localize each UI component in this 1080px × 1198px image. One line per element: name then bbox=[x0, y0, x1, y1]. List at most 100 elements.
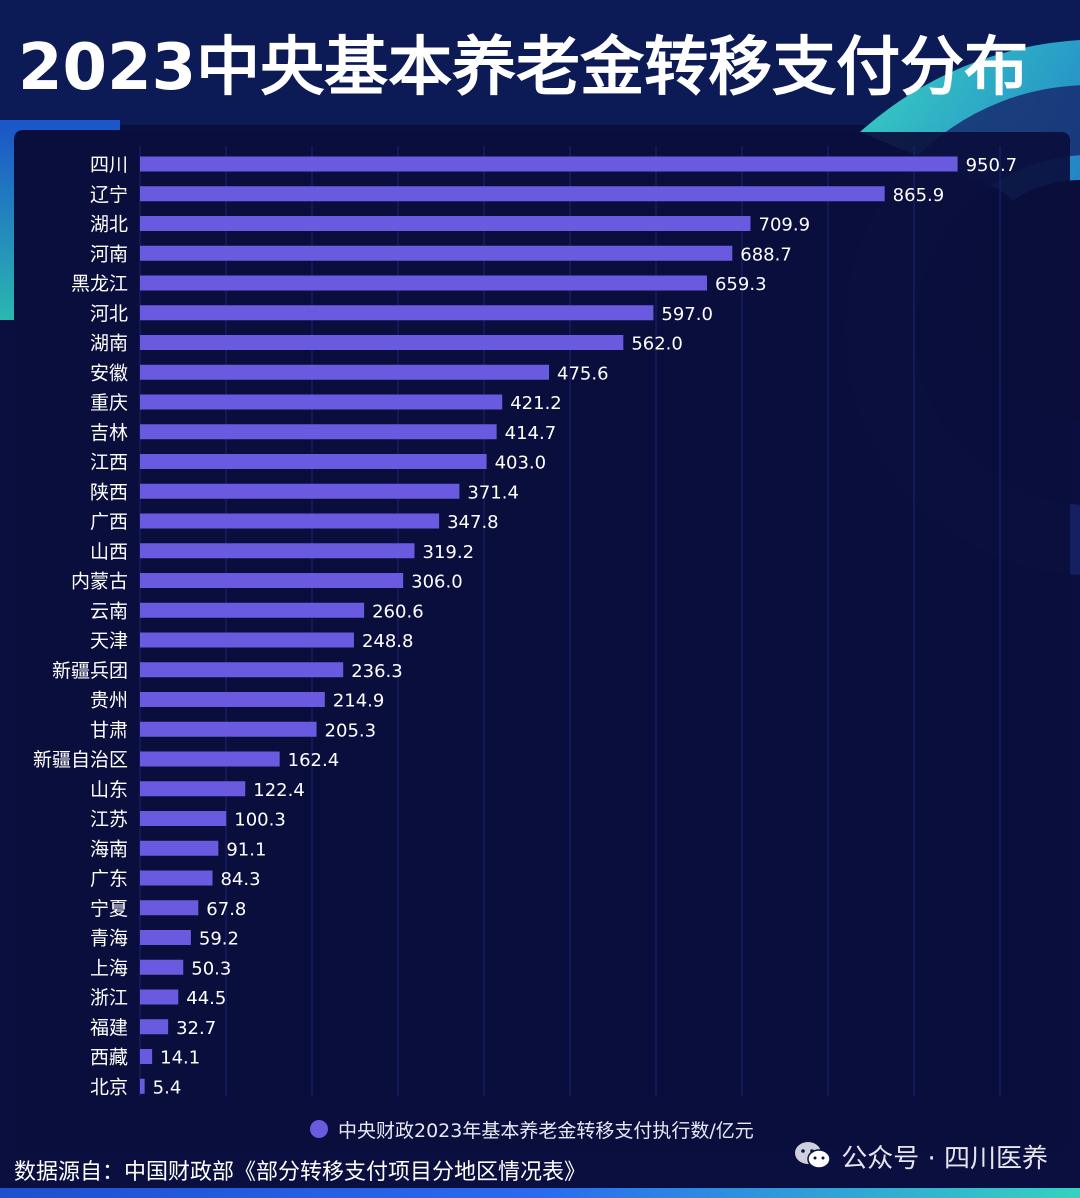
bar bbox=[140, 186, 885, 202]
bar bbox=[140, 245, 733, 261]
value-label: 67.8 bbox=[206, 899, 246, 920]
category-label: 安徽 bbox=[90, 362, 128, 384]
bar bbox=[140, 424, 497, 440]
category-label: 广西 bbox=[90, 511, 128, 533]
bar bbox=[140, 1049, 153, 1064]
value-label: 260.6 bbox=[372, 601, 424, 622]
value-label: 32.7 bbox=[176, 1018, 216, 1039]
value-label: 236.3 bbox=[351, 661, 403, 682]
bar bbox=[140, 811, 227, 826]
category-label: 新疆兵团 bbox=[52, 660, 128, 682]
category-label: 湖南 bbox=[90, 333, 128, 355]
value-label: 44.5 bbox=[186, 988, 226, 1009]
value-label: 84.3 bbox=[220, 869, 260, 890]
bar bbox=[140, 751, 280, 767]
bar bbox=[140, 543, 415, 559]
value-label: 205.3 bbox=[325, 720, 377, 741]
value-label: 91.1 bbox=[226, 839, 266, 860]
category-label: 江西 bbox=[90, 452, 128, 474]
value-label: 865.9 bbox=[893, 185, 945, 206]
category-label: 宁夏 bbox=[90, 898, 128, 920]
value-label: 597.0 bbox=[661, 304, 713, 325]
bar bbox=[140, 364, 550, 380]
category-label: 陕西 bbox=[90, 481, 128, 503]
category-label: 山西 bbox=[90, 541, 128, 563]
category-label: 浙江 bbox=[90, 987, 128, 1009]
value-label: 50.3 bbox=[191, 958, 231, 979]
value-label: 950.7 bbox=[966, 155, 1018, 176]
bar bbox=[140, 156, 958, 172]
bar bbox=[140, 870, 213, 886]
value-label: 214.9 bbox=[333, 691, 385, 712]
category-label: 甘肃 bbox=[90, 719, 128, 741]
value-label: 162.4 bbox=[288, 750, 340, 771]
bar bbox=[140, 930, 191, 945]
bar bbox=[140, 454, 487, 469]
category-label: 内蒙古 bbox=[71, 571, 128, 593]
bar bbox=[140, 483, 460, 499]
value-label: 122.4 bbox=[253, 780, 305, 801]
bar bbox=[140, 513, 440, 529]
value-label: 688.7 bbox=[740, 244, 792, 265]
category-label: 青海 bbox=[90, 928, 128, 950]
watermark: 公众号 · 四川医养 bbox=[793, 1138, 1048, 1174]
bar bbox=[140, 602, 365, 618]
category-label: 辽宁 bbox=[90, 184, 128, 206]
bar bbox=[140, 840, 219, 856]
category-label: 贵州 bbox=[90, 690, 128, 712]
bar bbox=[140, 959, 184, 975]
value-label: 709.9 bbox=[759, 215, 811, 236]
watermark-text: 公众号 · 四川医养 bbox=[841, 1143, 1048, 1174]
bar bbox=[140, 573, 404, 588]
category-label: 北京 bbox=[90, 1076, 128, 1098]
data-source-note: 数据源自：中国财政部《部分转移支付项目分地区情况表》 bbox=[14, 1160, 587, 1185]
category-label: 海南 bbox=[90, 838, 128, 860]
bar bbox=[140, 989, 179, 1005]
category-label: 新疆自治区 bbox=[33, 749, 128, 771]
legend-swatch bbox=[310, 1120, 328, 1138]
value-label: 414.7 bbox=[505, 423, 557, 444]
chart-legend: 中央财政2023年基本养老金转移支付执行数/亿元 bbox=[310, 1116, 754, 1142]
bar bbox=[140, 900, 199, 916]
category-label: 天津 bbox=[90, 630, 128, 652]
value-label: 371.4 bbox=[467, 482, 519, 503]
bar bbox=[140, 662, 344, 678]
value-label: 403.0 bbox=[495, 453, 547, 474]
value-label: 14.1 bbox=[160, 1048, 200, 1069]
bar bbox=[140, 394, 503, 410]
category-label: 四川 bbox=[90, 154, 128, 176]
bar bbox=[140, 1078, 145, 1094]
category-label: 山东 bbox=[90, 779, 128, 801]
bar bbox=[140, 1019, 169, 1035]
value-label: 421.2 bbox=[510, 393, 562, 414]
bar bbox=[140, 335, 624, 350]
value-label: 475.6 bbox=[557, 363, 609, 384]
category-label: 西藏 bbox=[90, 1047, 128, 1069]
bar bbox=[140, 305, 654, 321]
value-label: 100.3 bbox=[234, 810, 286, 831]
category-label: 吉林 bbox=[90, 422, 128, 444]
category-label: 广东 bbox=[90, 868, 128, 890]
value-label: 306.0 bbox=[411, 572, 463, 593]
value-label: 248.8 bbox=[362, 631, 414, 652]
bar bbox=[140, 781, 246, 797]
category-label: 黑龙江 bbox=[71, 273, 128, 295]
value-label: 659.3 bbox=[715, 274, 767, 295]
value-label: 347.8 bbox=[447, 512, 499, 533]
category-label: 福建 bbox=[90, 1017, 128, 1039]
bottom-accent-bar bbox=[0, 1188, 1080, 1198]
value-label: 319.2 bbox=[423, 542, 475, 563]
wechat-icon bbox=[795, 1142, 831, 1169]
bar bbox=[140, 216, 751, 231]
bar bbox=[140, 692, 325, 707]
category-label: 湖北 bbox=[90, 214, 128, 236]
value-label: 562.0 bbox=[631, 334, 683, 355]
category-label: 河南 bbox=[90, 243, 128, 265]
bar bbox=[140, 721, 317, 737]
value-label: 5.4 bbox=[153, 1077, 182, 1098]
category-label: 重庆 bbox=[90, 392, 128, 414]
category-label: 云南 bbox=[90, 600, 128, 622]
category-label: 河北 bbox=[90, 303, 128, 325]
bar bbox=[140, 275, 707, 291]
